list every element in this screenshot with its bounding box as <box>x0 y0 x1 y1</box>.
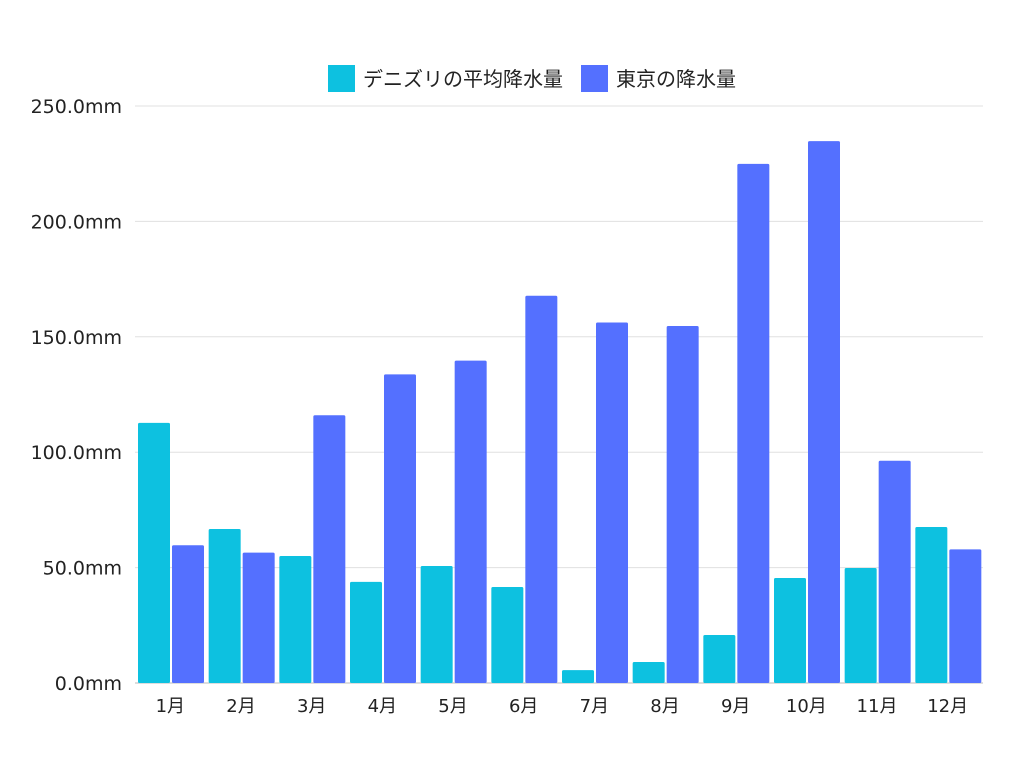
bar-series2-6[interactable] <box>525 295 558 683</box>
bar-series2-9[interactable] <box>737 163 770 684</box>
y-tick-label: 150.0mm <box>31 327 122 349</box>
x-tick-label: 11月 <box>857 696 898 717</box>
bar-series2-11[interactable] <box>878 460 911 683</box>
bar-series2-5[interactable] <box>454 360 487 683</box>
bar-series2-12[interactable] <box>949 549 982 683</box>
y-tick-label: 200.0mm <box>31 211 122 233</box>
bar-series1-3[interactable] <box>279 556 312 683</box>
legend-label: デニズリの平均降水量 <box>363 67 563 91</box>
legend-swatch <box>328 65 355 92</box>
x-tick-label: 12月 <box>927 696 968 717</box>
bar-series2-4[interactable] <box>384 374 416 683</box>
x-tick-label: 8月 <box>650 696 679 717</box>
bars <box>138 141 982 684</box>
x-tick-label: 6月 <box>509 696 538 717</box>
bar-series1-5[interactable] <box>420 565 453 683</box>
bar-series1-6[interactable] <box>491 586 524 683</box>
x-tick-label: 10月 <box>786 696 827 717</box>
x-tick-label: 3月 <box>297 696 326 717</box>
bar-series1-9[interactable] <box>703 634 736 683</box>
x-tick-label: 1月 <box>156 696 185 717</box>
x-axis-ticks: 1月 2月 3月 4月 5月 6月 7月 8月 9月 10月 11月 12月 <box>156 696 969 717</box>
bar-series2-7[interactable] <box>596 322 628 683</box>
bar-series1-1[interactable] <box>138 422 170 683</box>
bar-series1-8[interactable] <box>632 661 665 683</box>
bar-series1-2[interactable] <box>208 529 241 683</box>
bar-series2-10[interactable] <box>808 141 840 683</box>
legend[interactable]: デニズリの平均降水量 東京の降水量 <box>328 65 736 92</box>
legend-swatch <box>581 65 608 92</box>
x-tick-label: 9月 <box>721 696 750 717</box>
bar-series1-11[interactable] <box>844 568 877 683</box>
bar-series2-3[interactable] <box>313 415 346 683</box>
legend-item-1[interactable]: デニズリの平均降水量 <box>328 65 563 92</box>
bar-series2-8[interactable] <box>666 325 699 683</box>
legend-label: 東京の降水量 <box>616 67 736 91</box>
bar-series1-4[interactable] <box>350 581 382 683</box>
x-tick-label: 5月 <box>438 696 467 717</box>
bar-series1-7[interactable] <box>562 670 594 683</box>
x-tick-label: 7月 <box>580 696 609 717</box>
y-tick-label: 0.0mm <box>55 673 122 695</box>
y-axis-ticks: 0.0mm 50.0mm 100.0mm 150.0mm 200.0mm 250.0mm <box>31 96 122 695</box>
bar-series2-2[interactable] <box>242 552 275 683</box>
legend-item-2[interactable]: 東京の降水量 <box>581 65 736 92</box>
bar-series2-1[interactable] <box>172 545 204 683</box>
bar-series1-12[interactable] <box>915 526 948 683</box>
y-tick-label: 50.0mm <box>43 558 122 580</box>
gridlines <box>135 105 983 684</box>
y-tick-label: 250.0mm <box>31 96 122 118</box>
x-tick-label: 2月 <box>226 696 255 717</box>
y-tick-label: 100.0mm <box>31 442 122 464</box>
x-tick-label: 4月 <box>368 696 397 717</box>
bar-series1-10[interactable] <box>774 577 806 683</box>
